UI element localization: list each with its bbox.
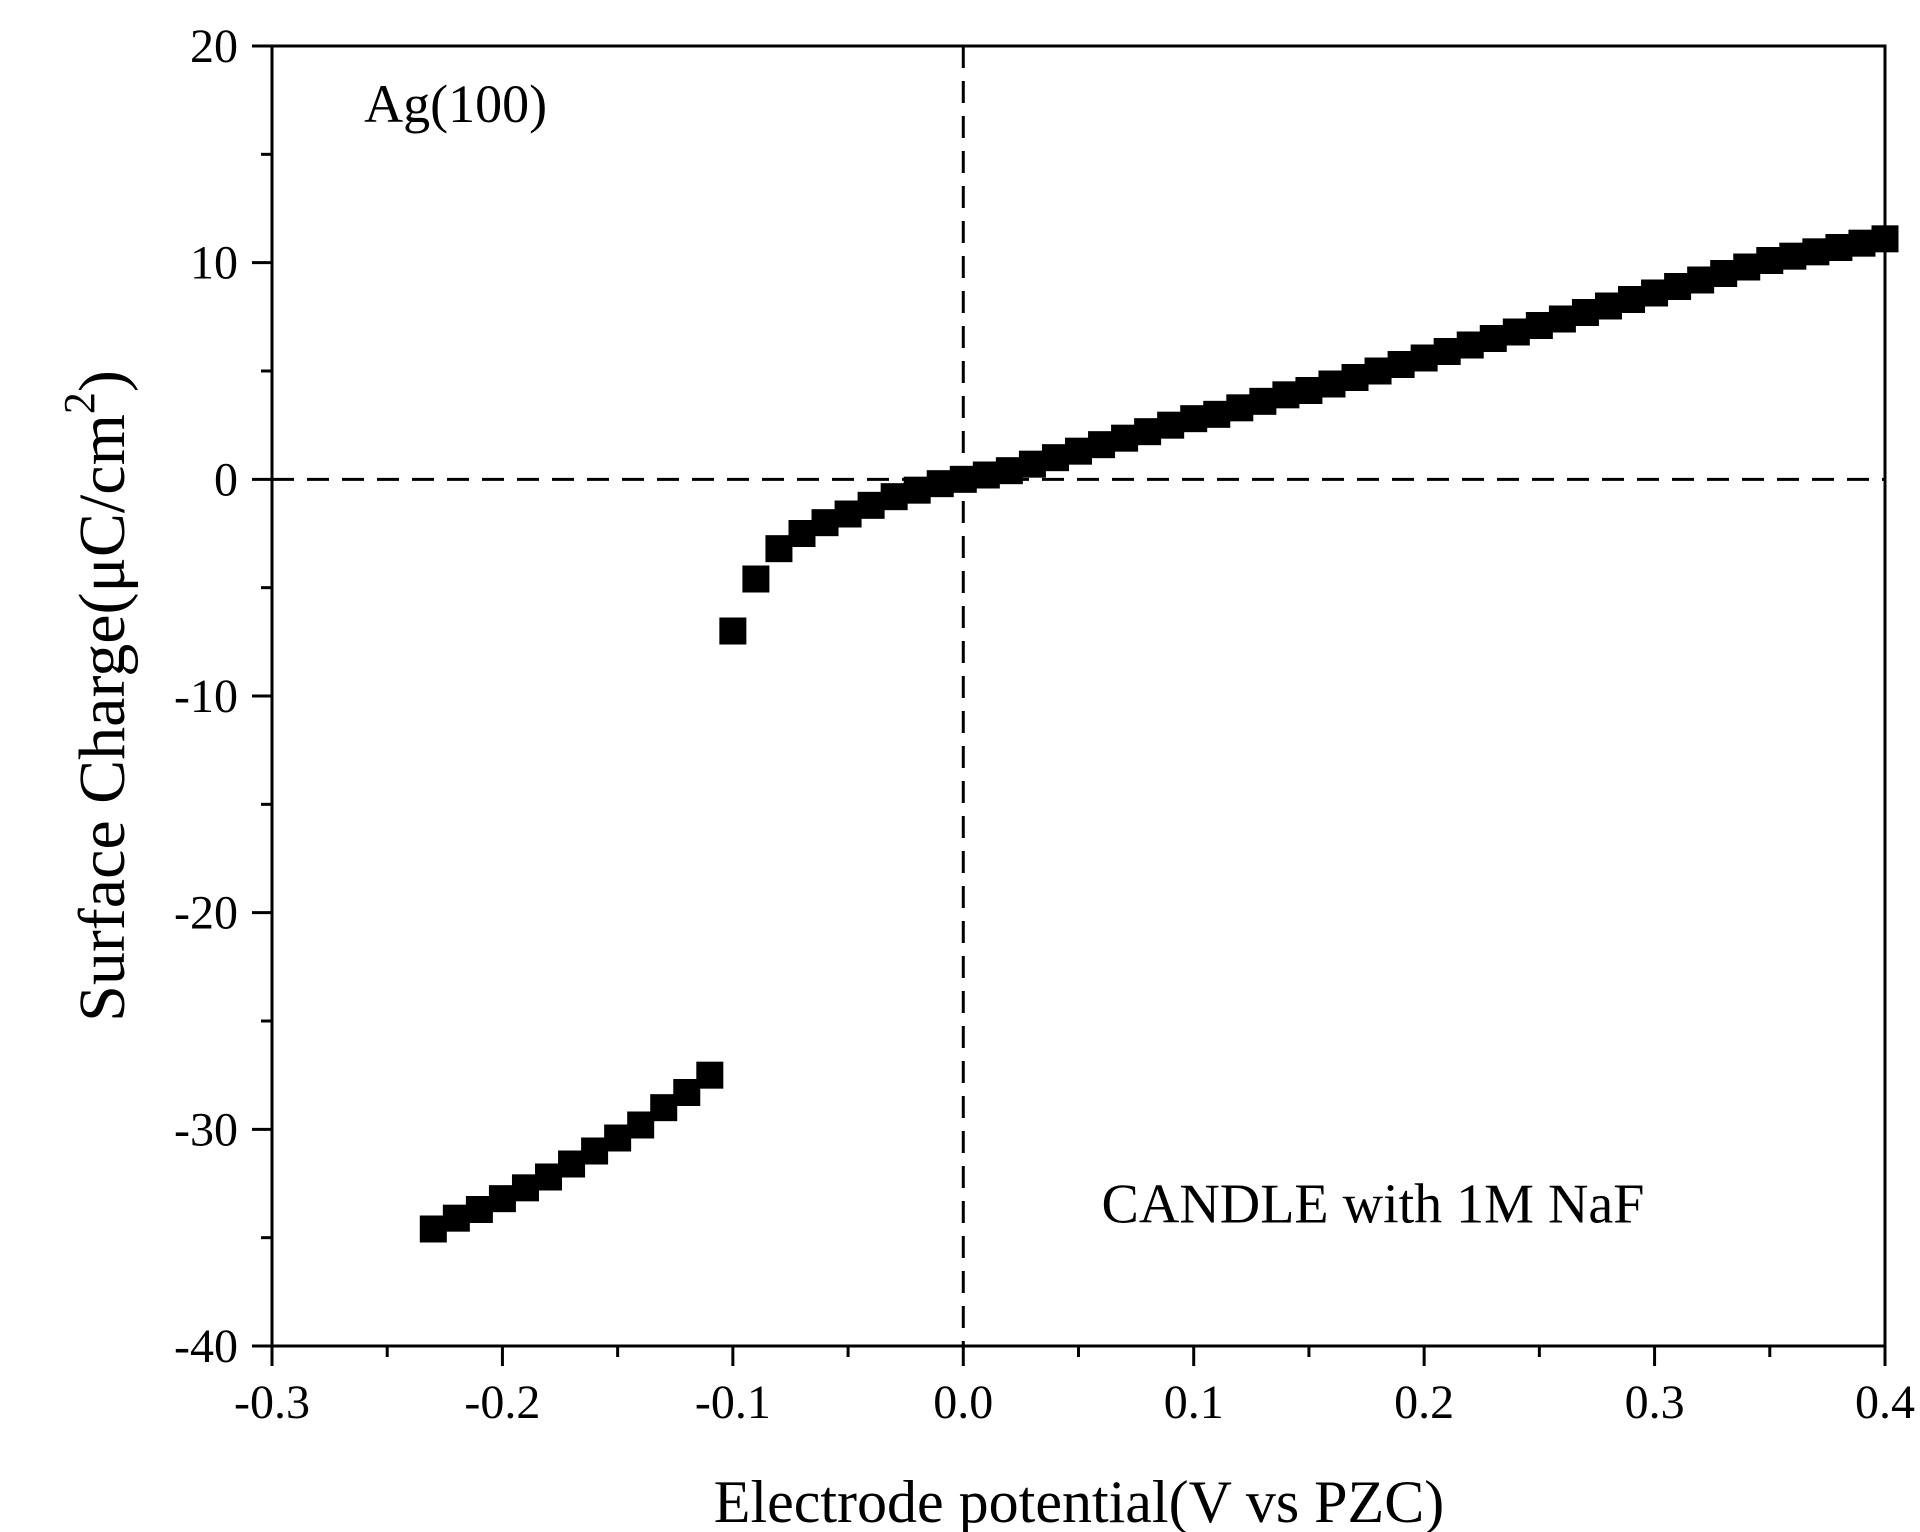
data-point bbox=[1088, 431, 1116, 459]
data-point bbox=[903, 476, 931, 504]
y-axis-title-main: Surface Charge(μC/cm bbox=[66, 414, 139, 1022]
y-axis-title-superscript: 2 bbox=[55, 392, 104, 414]
data-point bbox=[1525, 312, 1553, 339]
data-point bbox=[1687, 266, 1715, 294]
x-tick-label: 0.0 bbox=[933, 1376, 993, 1429]
data-point bbox=[1710, 260, 1738, 287]
data-point bbox=[696, 1061, 724, 1089]
x-tick-label: 0.1 bbox=[1164, 1376, 1224, 1429]
data-point bbox=[1871, 225, 1899, 253]
data-point bbox=[1756, 247, 1784, 274]
data-point bbox=[1664, 273, 1692, 300]
data-point bbox=[1733, 253, 1761, 281]
data-point bbox=[1548, 305, 1576, 333]
data-point bbox=[1180, 405, 1208, 433]
data-point bbox=[811, 509, 839, 537]
data-point bbox=[1779, 242, 1807, 270]
data-point bbox=[719, 617, 747, 645]
data-point bbox=[1825, 234, 1853, 261]
data-point bbox=[419, 1215, 447, 1243]
annotation-sample-label: Ag(100) bbox=[364, 74, 547, 134]
data-points bbox=[419, 225, 1899, 1243]
data-point bbox=[1433, 338, 1461, 365]
data-point bbox=[1410, 344, 1438, 372]
data-point bbox=[1018, 450, 1046, 478]
data-point bbox=[488, 1185, 516, 1213]
data-point bbox=[511, 1174, 539, 1202]
axis-ticks bbox=[252, 44, 1887, 1366]
data-point bbox=[673, 1079, 701, 1106]
y-tick-label: -20 bbox=[174, 887, 238, 940]
y-tick-label: 0 bbox=[214, 453, 238, 506]
data-point bbox=[857, 491, 885, 519]
data-point bbox=[1802, 238, 1830, 266]
data-point bbox=[558, 1150, 586, 1178]
data-point bbox=[1594, 292, 1622, 320]
data-point bbox=[1157, 411, 1185, 439]
data-point bbox=[972, 461, 1000, 489]
data-point bbox=[627, 1111, 655, 1139]
plot-frame bbox=[270, 44, 1887, 1348]
data-point bbox=[1479, 325, 1507, 352]
reference-lines bbox=[272, 46, 1885, 1346]
data-point bbox=[1041, 444, 1069, 472]
data-point bbox=[1111, 424, 1139, 452]
data-point bbox=[1571, 299, 1599, 326]
x-tick-label: 0.3 bbox=[1625, 1376, 1685, 1429]
data-point bbox=[465, 1196, 493, 1223]
y-axis-title-close: ) bbox=[66, 370, 139, 392]
annotation-method-label: CANDLE with 1M NaF bbox=[1102, 1174, 1645, 1236]
data-point bbox=[1387, 351, 1415, 378]
data-point bbox=[581, 1137, 609, 1165]
data-point bbox=[1848, 229, 1876, 257]
data-point bbox=[995, 457, 1023, 485]
data-point bbox=[1641, 279, 1669, 307]
data-point bbox=[1364, 357, 1392, 385]
data-point bbox=[1065, 437, 1092, 465]
data-point bbox=[1618, 286, 1646, 313]
data-point bbox=[788, 520, 816, 547]
data-point bbox=[442, 1204, 470, 1232]
x-tick-label: 0.2 bbox=[1394, 1376, 1454, 1429]
data-point bbox=[834, 500, 862, 528]
x-axis-title: Electrode potential(V vs PZC) bbox=[714, 1469, 1444, 1532]
data-point bbox=[1226, 394, 1254, 422]
data-point bbox=[765, 535, 793, 563]
y-tick-label: -40 bbox=[174, 1320, 238, 1373]
x-tick-label: -0.3 bbox=[234, 1376, 310, 1429]
data-point bbox=[1295, 377, 1323, 404]
data-point bbox=[1318, 370, 1346, 398]
x-tick-label: 0.4 bbox=[1855, 1376, 1915, 1429]
tick-labels: -0.3 -0.2 -0.1 0.0 0.1 0.2 0.3 0.4 -40 -30 -20 -10 0… bbox=[174, 20, 1915, 1429]
x-tick-label: -0.2 bbox=[464, 1376, 540, 1429]
data-point bbox=[1134, 418, 1162, 446]
data-point bbox=[1502, 318, 1530, 346]
x-tick-label: -0.1 bbox=[695, 1376, 771, 1429]
data-point bbox=[949, 465, 977, 493]
data-point bbox=[535, 1163, 563, 1191]
data-point bbox=[742, 565, 770, 593]
data-point bbox=[880, 483, 908, 511]
data-point bbox=[1203, 400, 1231, 428]
data-point bbox=[650, 1094, 678, 1122]
data-point bbox=[1272, 381, 1300, 409]
y-tick-label: -10 bbox=[174, 670, 238, 723]
y-axis-title: Surface Charge(μC/cm2) bbox=[55, 370, 139, 1022]
data-point bbox=[604, 1124, 632, 1152]
data-point bbox=[1341, 364, 1369, 391]
data-point bbox=[1456, 331, 1484, 359]
y-tick-label: 10 bbox=[190, 237, 238, 290]
data-point bbox=[926, 470, 954, 498]
y-tick-label: 20 bbox=[190, 20, 238, 73]
data-point bbox=[1249, 387, 1277, 415]
y-tick-label: -30 bbox=[174, 1103, 238, 1156]
